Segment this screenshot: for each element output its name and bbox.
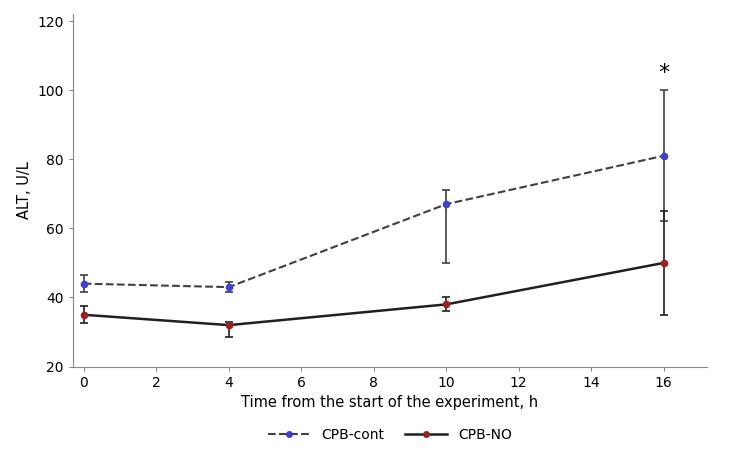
- Legend: CPB-cont, CPB-NO: CPB-cont, CPB-NO: [263, 423, 517, 448]
- Y-axis label: ALT, U/L: ALT, U/L: [17, 162, 32, 219]
- Text: *: *: [658, 63, 669, 83]
- X-axis label: Time from the start of the experiment, h: Time from the start of the experiment, h: [241, 395, 539, 410]
